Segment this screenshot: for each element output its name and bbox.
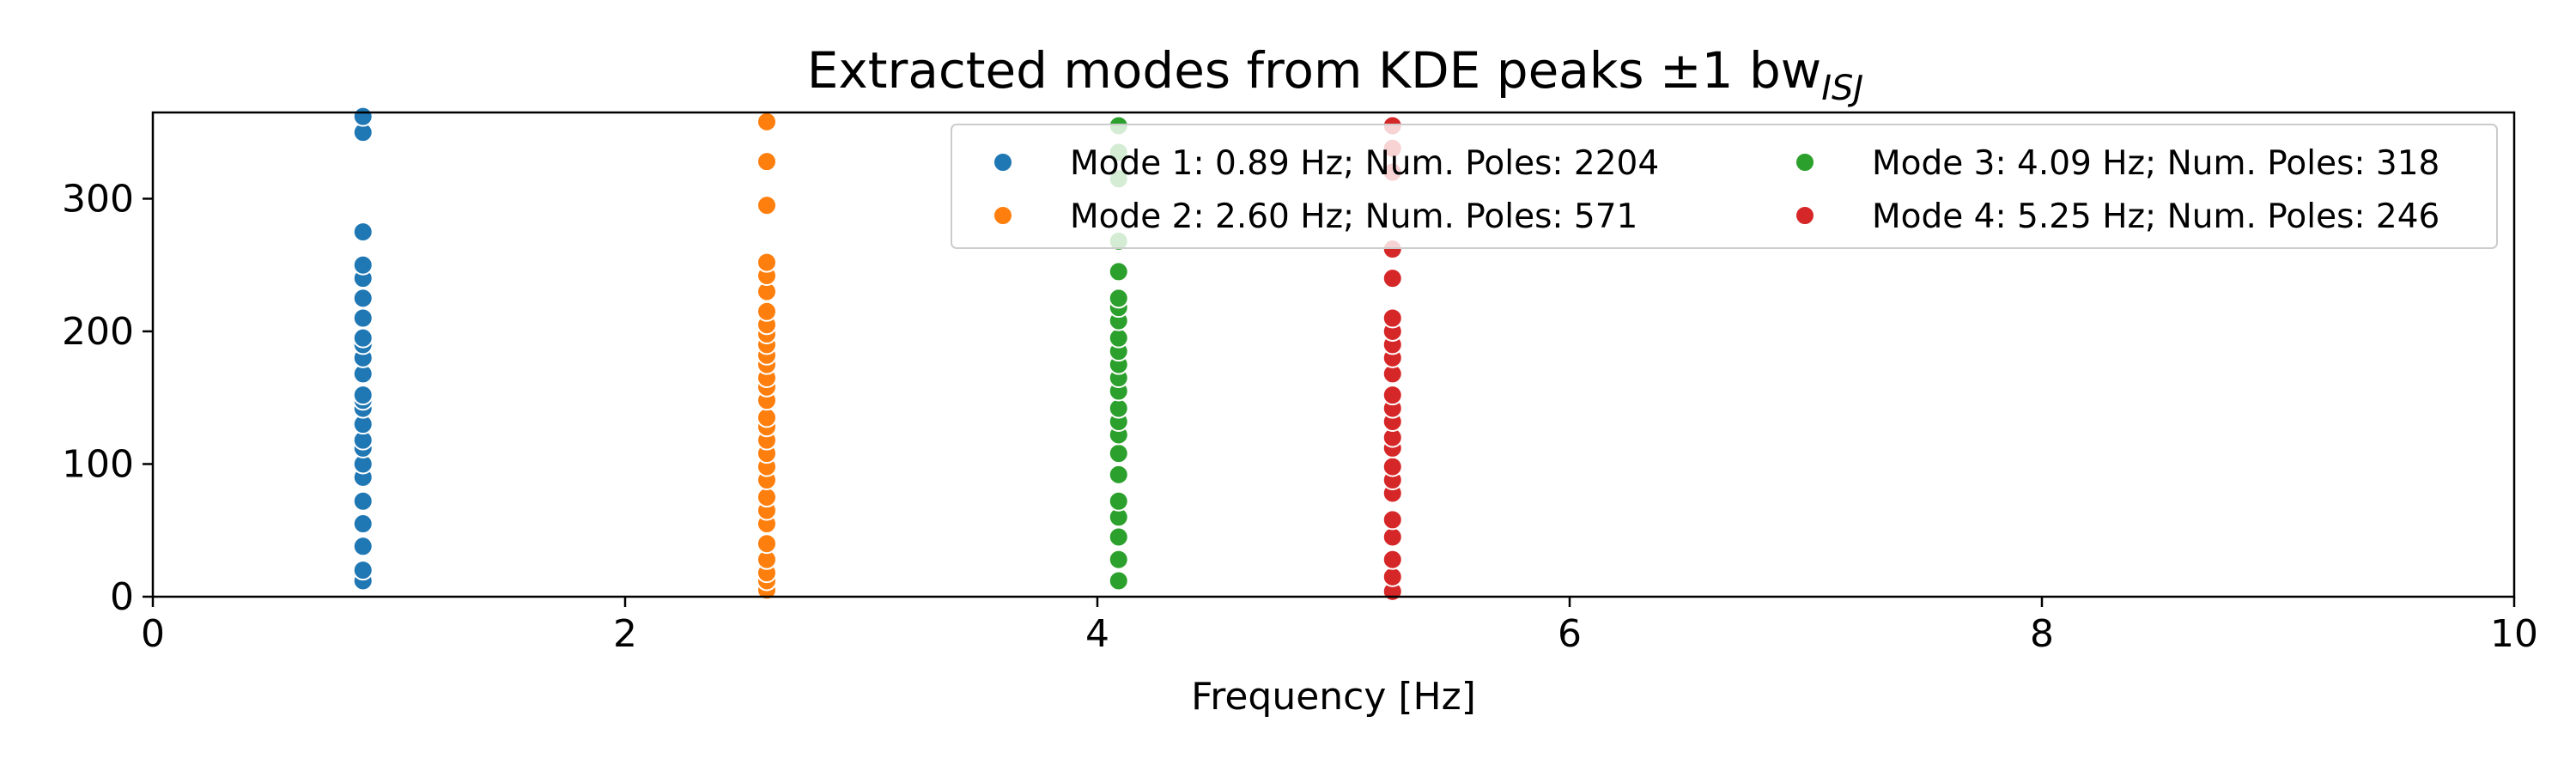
chart-title-subscript: ISJ xyxy=(1821,69,1863,108)
data-point xyxy=(756,300,777,322)
y-tick-label: 300 xyxy=(62,177,134,221)
data-point xyxy=(352,254,374,276)
x-tick-label: 2 xyxy=(613,612,637,656)
legend: Mode 1: 0.89 Hz; Num. Poles: 2204 Mode 2:… xyxy=(951,124,2498,249)
data-point xyxy=(1108,464,1129,485)
data-point xyxy=(1108,549,1129,570)
data-point xyxy=(1108,570,1129,592)
data-point xyxy=(1108,443,1129,464)
data-point xyxy=(352,327,374,349)
x-tick-label: 6 xyxy=(1558,612,1582,656)
data-point xyxy=(1108,490,1129,512)
data-point xyxy=(1382,307,1403,329)
data-point xyxy=(756,487,777,508)
plot-frame xyxy=(151,111,2516,598)
data-point xyxy=(1382,456,1403,477)
legend-marker-4 xyxy=(1795,205,1815,226)
x-axis-label: Frequency [Hz] xyxy=(1191,675,1476,719)
data-point xyxy=(1382,549,1403,570)
data-point xyxy=(1382,385,1403,406)
legend-marker-1 xyxy=(993,152,1013,173)
data-point xyxy=(352,106,374,127)
data-point xyxy=(1108,526,1129,548)
legend-marker-2 xyxy=(993,205,1013,226)
chart-title: Extracted modes from KDE peaks ±1 bwISJ xyxy=(807,41,1863,108)
data-point xyxy=(352,385,374,406)
data-point xyxy=(352,490,374,512)
legend-label-2: Mode 2: 2.60 Hz; Num. Poles: 571 xyxy=(1070,197,1637,236)
data-point xyxy=(1108,288,1129,309)
legend-box xyxy=(951,124,2498,249)
legend-marker-3 xyxy=(1795,152,1815,173)
data-point xyxy=(1108,398,1129,419)
y-tick-label: 0 xyxy=(110,575,134,619)
data-point xyxy=(352,536,374,557)
series-1-points xyxy=(352,106,374,592)
data-point xyxy=(1382,268,1403,289)
x-tick-label: 10 xyxy=(2490,612,2538,656)
legend-label-1: Mode 1: 0.89 Hz; Num. Poles: 2204 xyxy=(1070,144,1659,183)
data-point xyxy=(756,111,777,132)
data-point xyxy=(352,222,374,243)
x-tick-label: 0 xyxy=(141,612,165,656)
legend-label-3: Mode 3: 4.09 Hz; Num. Poles: 318 xyxy=(1872,144,2439,183)
data-point xyxy=(756,533,777,555)
series-2-points xyxy=(756,111,777,601)
data-point xyxy=(352,513,374,535)
data-point xyxy=(1108,327,1129,349)
data-point xyxy=(756,252,777,273)
data-point xyxy=(1382,509,1403,531)
data-point xyxy=(1382,566,1403,587)
data-point xyxy=(756,195,777,216)
data-point xyxy=(352,307,374,329)
data-point xyxy=(352,288,374,309)
data-point xyxy=(1108,261,1129,282)
data-point xyxy=(352,560,374,581)
x-tick-label: 8 xyxy=(2030,612,2054,656)
data-point xyxy=(756,407,777,428)
data-point xyxy=(756,151,777,173)
y-tick-label: 100 xyxy=(62,442,134,486)
y-tick-label: 200 xyxy=(62,310,134,354)
data-point xyxy=(1382,526,1403,548)
x-tick-label: 4 xyxy=(1085,612,1109,656)
legend-label-4: Mode 4: 5.25 Hz; Num. Poles: 246 xyxy=(1872,197,2439,236)
